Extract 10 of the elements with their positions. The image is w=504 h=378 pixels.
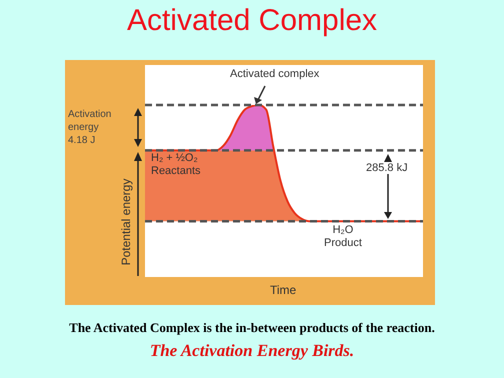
annotation: 285.8 kJ xyxy=(364,162,410,174)
text: Activation energy 4.18 J xyxy=(68,108,112,147)
text: H₂O Product xyxy=(324,224,362,250)
text: Time xyxy=(270,283,296,297)
annotation: H₂ + ½O₂ Reactants xyxy=(151,152,201,178)
text: Activated complex xyxy=(230,68,320,80)
chart-title: Activated Complex xyxy=(126,4,378,38)
y-axis-title: Potential energy xyxy=(119,178,133,268)
text: The Activation Energy Birds. xyxy=(148,341,356,361)
text: The Activated Complex is the in-between products of the reaction. xyxy=(68,320,436,336)
